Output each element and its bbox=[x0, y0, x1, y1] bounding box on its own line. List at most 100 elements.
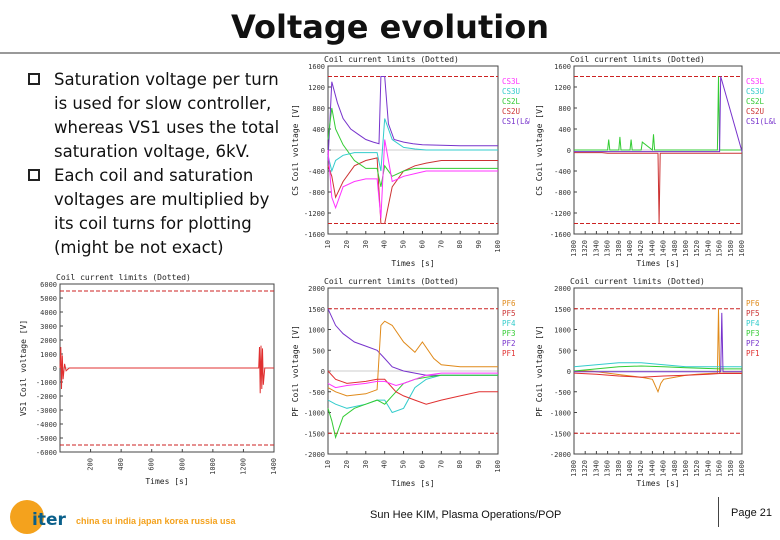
bullet-item: Each coil and saturation voltages are mu… bbox=[28, 164, 288, 260]
legend-entry: CS2U bbox=[502, 107, 520, 116]
x-tick-label: 1560 bbox=[716, 460, 724, 477]
chart-cs-right: Coil current limits (Dotted) 1600 1200 800 4… bbox=[534, 52, 776, 277]
x-tick-label: 1440 bbox=[648, 240, 656, 257]
x-tick-label: 1560 bbox=[716, 240, 724, 257]
y-tick-label: 400 bbox=[558, 126, 571, 134]
chart-title: Coil current limits (Dotted) bbox=[570, 55, 705, 64]
x-tick-label: 90 bbox=[475, 240, 483, 248]
y-tick-label: -1000 bbox=[550, 410, 571, 418]
chart-title: Coil current limits (Dotted) bbox=[56, 273, 191, 282]
series-line bbox=[327, 157, 498, 224]
y-tick-label: -800 bbox=[554, 189, 571, 197]
iter-members: china eu india japan korea russia usa bbox=[76, 516, 236, 526]
legend-entry: PF1 bbox=[502, 349, 516, 358]
x-tick-label: 40 bbox=[381, 460, 389, 468]
chart-pf-left-svg: Coil current limits (Dotted)200015001000… bbox=[291, 277, 516, 488]
x-tick-label: 30 bbox=[362, 460, 370, 468]
x-tick-label: 1400 bbox=[626, 240, 634, 257]
bullet-item: Saturation voltage per turn is used for … bbox=[28, 68, 288, 164]
x-tick-label: 1400 bbox=[270, 458, 278, 475]
x-tick-label: 1500 bbox=[682, 240, 690, 257]
x-tick-label: 1600 bbox=[738, 460, 746, 477]
iter-logo-circle-icon bbox=[10, 500, 44, 534]
legend-entry: CS2L bbox=[746, 97, 765, 106]
checkbox-bullet-icon bbox=[28, 73, 40, 85]
series-line bbox=[327, 372, 498, 389]
y-tick-label: -1200 bbox=[304, 210, 325, 218]
chart-vs1: Coil current limits (Dotted) 6000 5000 4000… bbox=[18, 266, 288, 494]
x-tick-label: 50 bbox=[400, 460, 408, 468]
x-tick-label: 1540 bbox=[704, 460, 712, 477]
x-tick-label: 1360 bbox=[604, 240, 612, 257]
x-tick-label: 1480 bbox=[671, 240, 679, 257]
y-tick-label: -2000 bbox=[36, 393, 57, 401]
y-tick-label: 1200 bbox=[554, 84, 571, 92]
series-line bbox=[574, 76, 742, 151]
series-line bbox=[574, 312, 742, 373]
x-tick-label: 1340 bbox=[592, 240, 600, 257]
x-tick-label: 1320 bbox=[581, 240, 589, 257]
x-tick-label: 200 bbox=[87, 458, 95, 471]
series-line bbox=[573, 372, 742, 378]
series-line bbox=[574, 152, 742, 224]
series-line bbox=[327, 139, 498, 219]
title-rule bbox=[0, 52, 780, 54]
y-tick-label: 1500 bbox=[554, 306, 571, 314]
legend-entry: CS1(L&U) bbox=[746, 117, 776, 126]
y-tick-label: 1500 bbox=[308, 306, 325, 314]
series-line bbox=[573, 365, 742, 372]
y-tick-label: 3000 bbox=[40, 323, 57, 331]
series-line bbox=[574, 76, 743, 153]
y-tick-label: 0 bbox=[321, 147, 325, 155]
y-tick-label: 1000 bbox=[308, 327, 325, 335]
legend-entry: CS2U bbox=[746, 107, 764, 116]
y-tick-label: 6000 bbox=[40, 281, 57, 289]
series-line bbox=[573, 362, 742, 368]
y-tick-label: 500 bbox=[558, 347, 571, 355]
y-tick-label: -2000 bbox=[550, 451, 571, 459]
x-tick-label: 10 bbox=[324, 240, 332, 248]
x-tick-label: 1380 bbox=[615, 460, 623, 477]
y-tick-label: 500 bbox=[312, 347, 325, 355]
x-tick-label: 1580 bbox=[727, 460, 735, 477]
y-tick-label: -1000 bbox=[304, 410, 325, 418]
x-tick-label: 50 bbox=[400, 240, 408, 248]
series-line bbox=[327, 76, 498, 161]
legend-entry: PF2 bbox=[502, 339, 516, 348]
chart-pf-right: Coil current limits (Dotted) 2000 1500 1000… bbox=[534, 274, 776, 494]
y-tick-label: -1500 bbox=[304, 430, 325, 438]
x-tick-label: 600 bbox=[148, 458, 156, 471]
y-tick-label: 1600 bbox=[554, 63, 571, 71]
legend-entry: CS3L bbox=[502, 77, 521, 86]
x-tick-label: 1360 bbox=[604, 460, 612, 477]
y-tick-label: 0 bbox=[567, 368, 571, 376]
y-tick-label: 4000 bbox=[40, 309, 57, 317]
y-axis-label: VS1 Coil voltage [V] bbox=[19, 320, 28, 416]
x-tick-label: 1580 bbox=[727, 240, 735, 257]
x-tick-label: 100 bbox=[494, 240, 502, 253]
chart-cs-right-svg: Coil current limits (Dotted)160012008004… bbox=[535, 55, 776, 268]
x-tick-label: 80 bbox=[456, 460, 464, 468]
x-tick-label: 1300 bbox=[570, 460, 578, 477]
series-line bbox=[327, 370, 498, 405]
y-tick-label: -1600 bbox=[550, 231, 571, 239]
footer-author: Sun Hee KIM, Plasma Operations/POP bbox=[370, 509, 562, 521]
legend-entry: PF4 bbox=[502, 319, 516, 328]
y-tick-label: -1200 bbox=[550, 210, 571, 218]
y-tick-label: 2000 bbox=[554, 285, 571, 293]
y-tick-label: 1600 bbox=[308, 63, 325, 71]
y-tick-label: 2000 bbox=[40, 337, 57, 345]
series-line bbox=[327, 374, 498, 440]
y-tick-label: -400 bbox=[308, 168, 325, 176]
x-tick-label: 60 bbox=[418, 460, 426, 468]
legend-entry: CS3U bbox=[746, 87, 764, 96]
y-tick-label: 5000 bbox=[40, 295, 57, 303]
legend-entry: CS3U bbox=[502, 87, 520, 96]
y-tick-label: 1000 bbox=[40, 351, 57, 359]
series-line bbox=[327, 107, 498, 187]
x-axis-label: Times [s] bbox=[636, 479, 679, 488]
legend-entry: CS1(L&U) bbox=[502, 117, 530, 126]
y-tick-label: -3000 bbox=[36, 407, 57, 415]
y-tick-label: -1000 bbox=[36, 379, 57, 387]
x-tick-label: 1420 bbox=[637, 460, 645, 477]
